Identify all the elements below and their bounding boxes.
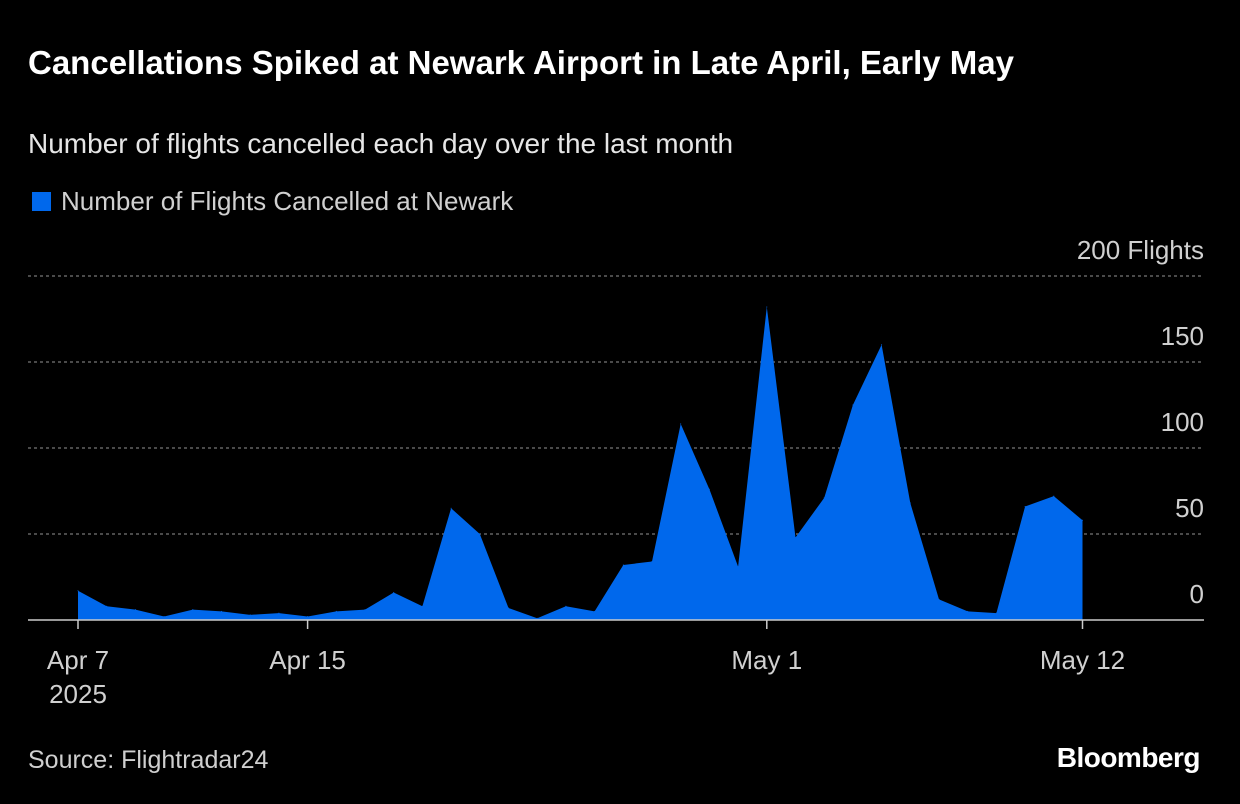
- data-point: [106, 605, 108, 607]
- x-tick-label: May 12: [1040, 645, 1125, 675]
- data-point: [680, 423, 682, 425]
- y-tick-label: 100: [1161, 407, 1204, 437]
- bloomberg-logo: Bloomberg: [1056, 742, 1201, 773]
- data-point: [708, 488, 710, 490]
- series-area: [78, 306, 1083, 620]
- data-point: [909, 502, 911, 504]
- data-point: [508, 607, 509, 609]
- data-point: [536, 617, 538, 619]
- x-tick-sublabel: 2025: [49, 679, 107, 709]
- data-point: [823, 497, 825, 499]
- data-point: [1024, 505, 1026, 507]
- data-point: [163, 616, 165, 618]
- data-point: [1082, 519, 1083, 521]
- legend: Number of Flights Cancelled at Newark: [32, 186, 513, 217]
- data-point: [364, 609, 366, 611]
- data-point: [651, 561, 653, 563]
- y-tick-label: 50: [1175, 493, 1204, 523]
- data-point: [622, 564, 624, 566]
- data-point: [881, 344, 883, 346]
- x-tick-label: May 1: [731, 645, 802, 675]
- data-point: [995, 612, 997, 614]
- data-point: [967, 610, 969, 612]
- data-point: [852, 404, 854, 406]
- y-tick-label: 0: [1190, 579, 1204, 609]
- data-point: [134, 609, 136, 611]
- y-tick-label: 200 Flights: [1077, 235, 1204, 265]
- data-point: [393, 591, 395, 593]
- data-point: [737, 566, 739, 568]
- x-tick-label: Apr 7: [47, 645, 109, 675]
- chart-subtitle: Number of flights cancelled each day ove…: [28, 128, 734, 159]
- source-note: Source: Flightradar24: [28, 746, 269, 774]
- data-point: [450, 507, 452, 509]
- data-point: [565, 605, 567, 607]
- data-point: [795, 536, 796, 538]
- legend-swatch: [32, 192, 51, 211]
- data-point: [77, 590, 79, 592]
- data-point: [479, 533, 481, 535]
- data-point: [938, 598, 940, 600]
- data-point: [1053, 495, 1055, 497]
- data-point: [249, 614, 251, 616]
- data-point: [766, 306, 768, 308]
- y-tick-label: 150: [1161, 321, 1204, 351]
- data-point: [594, 610, 596, 612]
- x-tick-label: Apr 15: [269, 645, 346, 675]
- data-point: [335, 610, 337, 612]
- data-point: [307, 616, 309, 618]
- data-point: [192, 609, 194, 611]
- data-point: [221, 610, 222, 612]
- data-point: [278, 612, 280, 614]
- legend-label: Number of Flights Cancelled at Newark: [61, 186, 514, 216]
- chart-title: Cancellations Spiked at Newark Airport i…: [28, 44, 1015, 81]
- data-point: [421, 605, 423, 607]
